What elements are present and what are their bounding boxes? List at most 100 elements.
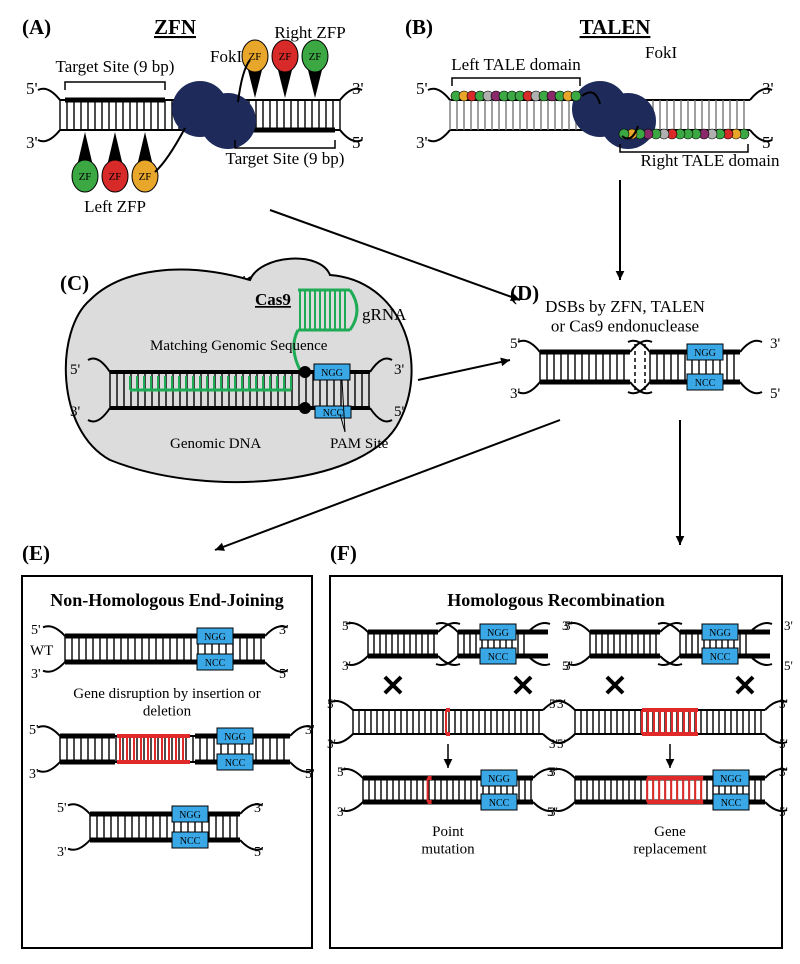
svg-text:3': 3' <box>779 764 788 779</box>
svg-text:NGG: NGG <box>321 368 343 379</box>
svg-text:ZF: ZF <box>109 171 122 183</box>
svg-text:3': 3' <box>26 133 38 152</box>
svg-text:ZFN: ZFN <box>154 15 196 39</box>
svg-text:5': 5' <box>770 386 781 402</box>
svg-text:NCC: NCC <box>205 658 226 669</box>
svg-text:Target Site (9 bp): Target Site (9 bp) <box>56 57 175 76</box>
svg-text:5': 5' <box>549 764 558 779</box>
svg-text:5': 5' <box>31 623 41 638</box>
svg-text:3': 3' <box>394 362 405 378</box>
svg-text:3': 3' <box>31 667 41 682</box>
svg-text:3': 3' <box>784 618 793 633</box>
svg-text:Right TALE domain: Right TALE domain <box>640 151 780 170</box>
svg-text:3': 3' <box>762 79 774 98</box>
svg-text:(E): (E) <box>22 541 50 565</box>
svg-text:Matching Genomic Sequence: Matching Genomic Sequence <box>150 338 328 354</box>
svg-text:gRNA: gRNA <box>362 305 407 324</box>
svg-text:5': 5' <box>29 723 39 738</box>
svg-text:ZF: ZF <box>139 171 152 183</box>
svg-text:FokI: FokI <box>645 43 677 62</box>
svg-text:3': 3' <box>29 767 39 782</box>
svg-text:NGG: NGG <box>709 628 731 639</box>
svg-text:3': 3' <box>549 736 558 751</box>
svg-text:✕: ✕ <box>732 670 757 703</box>
svg-text:3': 3' <box>557 696 566 711</box>
svg-text:Gene disruption by insertion o: Gene disruption by insertion ordeletion <box>73 686 260 719</box>
svg-text:NGG: NGG <box>488 774 510 785</box>
svg-text:NCC: NCC <box>695 378 716 389</box>
svg-text:3': 3' <box>770 336 781 352</box>
svg-text:(F): (F) <box>330 541 357 565</box>
svg-text:NGG: NGG <box>694 348 716 359</box>
svg-text:Right ZFP: Right ZFP <box>274 23 345 42</box>
svg-text:3': 3' <box>342 658 351 673</box>
svg-text:TALEN: TALEN <box>580 15 651 39</box>
svg-text:3': 3' <box>779 696 788 711</box>
svg-text:3': 3' <box>70 404 81 420</box>
svg-text:Non-Homologous End-Joining: Non-Homologous End-Joining <box>50 590 284 610</box>
svg-text:3': 3' <box>337 804 346 819</box>
svg-text:✕: ✕ <box>602 670 627 703</box>
svg-text:Target Site (9 bp): Target Site (9 bp) <box>226 149 345 168</box>
svg-text:NGG: NGG <box>204 632 226 643</box>
svg-text:5': 5' <box>279 667 289 682</box>
svg-text:ZF: ZF <box>279 51 292 63</box>
svg-text:NGG: NGG <box>179 810 201 821</box>
svg-text:5': 5' <box>337 764 346 779</box>
svg-text:5': 5' <box>416 79 428 98</box>
svg-text:5': 5' <box>352 133 364 152</box>
svg-text:Genereplacement: Genereplacement <box>633 824 707 857</box>
svg-text:5': 5' <box>254 845 264 860</box>
svg-text:3': 3' <box>352 79 364 98</box>
svg-text:Genomic DNA: Genomic DNA <box>170 436 261 452</box>
svg-text:WT: WT <box>30 643 53 659</box>
svg-text:5': 5' <box>26 79 38 98</box>
svg-text:(A): (A) <box>22 15 51 39</box>
svg-text:5': 5' <box>510 336 521 352</box>
svg-text:ZF: ZF <box>249 51 262 63</box>
svg-text:3': 3' <box>416 133 428 152</box>
svg-text:5': 5' <box>779 804 788 819</box>
svg-text:ZF: ZF <box>309 51 322 63</box>
svg-text:Left TALE domain: Left TALE domain <box>451 55 581 74</box>
svg-text:NCC: NCC <box>225 758 246 769</box>
svg-text:Left ZFP: Left ZFP <box>84 197 146 216</box>
svg-text:✕: ✕ <box>510 670 535 703</box>
svg-text:5': 5' <box>70 362 81 378</box>
svg-text:✕: ✕ <box>380 670 405 703</box>
svg-text:Homologous Recombination: Homologous Recombination <box>447 590 665 610</box>
svg-text:NCC: NCC <box>710 652 731 663</box>
svg-text:ZF: ZF <box>79 171 92 183</box>
svg-text:5': 5' <box>394 404 405 420</box>
svg-text:3': 3' <box>279 623 289 638</box>
svg-text:3': 3' <box>510 386 521 402</box>
svg-text:3': 3' <box>305 723 315 738</box>
svg-text:5': 5' <box>342 618 351 633</box>
svg-text:5': 5' <box>327 696 336 711</box>
svg-text:FokI: FokI <box>210 47 242 66</box>
svg-text:Cas9: Cas9 <box>255 290 291 309</box>
svg-text:PAM Site: PAM Site <box>330 436 389 452</box>
svg-text:5': 5' <box>762 133 774 152</box>
svg-text:NCC: NCC <box>488 652 509 663</box>
svg-text:5': 5' <box>779 736 788 751</box>
svg-text:3': 3' <box>254 801 264 816</box>
svg-text:NGG: NGG <box>720 774 742 785</box>
svg-text:NGG: NGG <box>224 732 246 743</box>
svg-text:NCC: NCC <box>721 798 742 809</box>
svg-text:NCC: NCC <box>489 798 510 809</box>
svg-text:Pointmutation: Pointmutation <box>421 824 475 857</box>
svg-text:NGG: NGG <box>487 628 509 639</box>
svg-text:(C): (C) <box>60 271 89 295</box>
svg-text:5': 5' <box>784 658 793 673</box>
svg-text:3': 3' <box>564 658 573 673</box>
svg-text:3': 3' <box>327 736 336 751</box>
svg-text:(B): (B) <box>405 15 433 39</box>
svg-text:3': 3' <box>57 845 67 860</box>
svg-text:5': 5' <box>549 696 558 711</box>
svg-text:3': 3' <box>549 804 558 819</box>
svg-text:(D): (D) <box>510 281 539 305</box>
svg-text:5': 5' <box>564 618 573 633</box>
svg-text:NCC: NCC <box>180 836 201 847</box>
svg-text:5': 5' <box>305 767 315 782</box>
